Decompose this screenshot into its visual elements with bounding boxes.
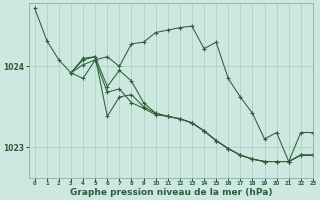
X-axis label: Graphe pression niveau de la mer (hPa): Graphe pression niveau de la mer (hPa) <box>69 188 272 197</box>
